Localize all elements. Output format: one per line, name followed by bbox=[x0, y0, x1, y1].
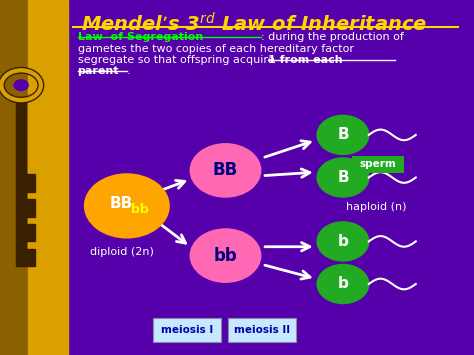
Bar bbox=[26, 224, 35, 241]
Circle shape bbox=[317, 115, 369, 154]
Text: meiosis I: meiosis I bbox=[161, 325, 213, 335]
Text: sperm: sperm bbox=[360, 159, 397, 169]
Text: gametes the two copies of each hereditary factor: gametes the two copies of each hereditar… bbox=[78, 44, 354, 54]
Text: b: b bbox=[337, 234, 348, 249]
Circle shape bbox=[317, 264, 369, 304]
FancyBboxPatch shape bbox=[352, 156, 404, 173]
Circle shape bbox=[317, 158, 369, 197]
Text: segregate so that offspring acquire-: segregate so that offspring acquire- bbox=[78, 55, 282, 65]
Text: haploid (n): haploid (n) bbox=[346, 202, 406, 212]
Bar bbox=[26, 174, 35, 192]
Text: Law  of Segregation: Law of Segregation bbox=[78, 32, 203, 42]
Circle shape bbox=[190, 229, 261, 282]
Text: bb: bb bbox=[214, 247, 237, 264]
Text: B: B bbox=[337, 127, 349, 142]
Bar bbox=[28, 0, 68, 355]
Text: 1 from each: 1 from each bbox=[268, 55, 342, 65]
Circle shape bbox=[84, 174, 169, 238]
Text: parent: parent bbox=[78, 66, 119, 76]
Text: bb: bb bbox=[131, 203, 149, 216]
Text: meiosis II: meiosis II bbox=[234, 325, 290, 335]
Bar bbox=[26, 248, 35, 266]
Bar bbox=[0, 0, 28, 355]
Text: b: b bbox=[337, 277, 348, 291]
Bar bbox=[26, 199, 35, 217]
Text: BB: BB bbox=[109, 196, 133, 211]
Text: .: . bbox=[127, 66, 130, 76]
Text: B: B bbox=[337, 170, 349, 185]
Text: BB: BB bbox=[213, 162, 238, 179]
Circle shape bbox=[190, 144, 261, 197]
FancyBboxPatch shape bbox=[228, 318, 296, 342]
Circle shape bbox=[14, 80, 28, 91]
Text: diploid (2n): diploid (2n) bbox=[90, 247, 154, 257]
FancyBboxPatch shape bbox=[153, 318, 221, 342]
Text: Mendel’s 3$^{rd}$ Law of Inheritance: Mendel’s 3$^{rd}$ Law of Inheritance bbox=[81, 12, 427, 36]
Text: : during the production of: : during the production of bbox=[261, 32, 404, 42]
Bar bbox=[16, 103, 26, 266]
Circle shape bbox=[317, 222, 369, 261]
